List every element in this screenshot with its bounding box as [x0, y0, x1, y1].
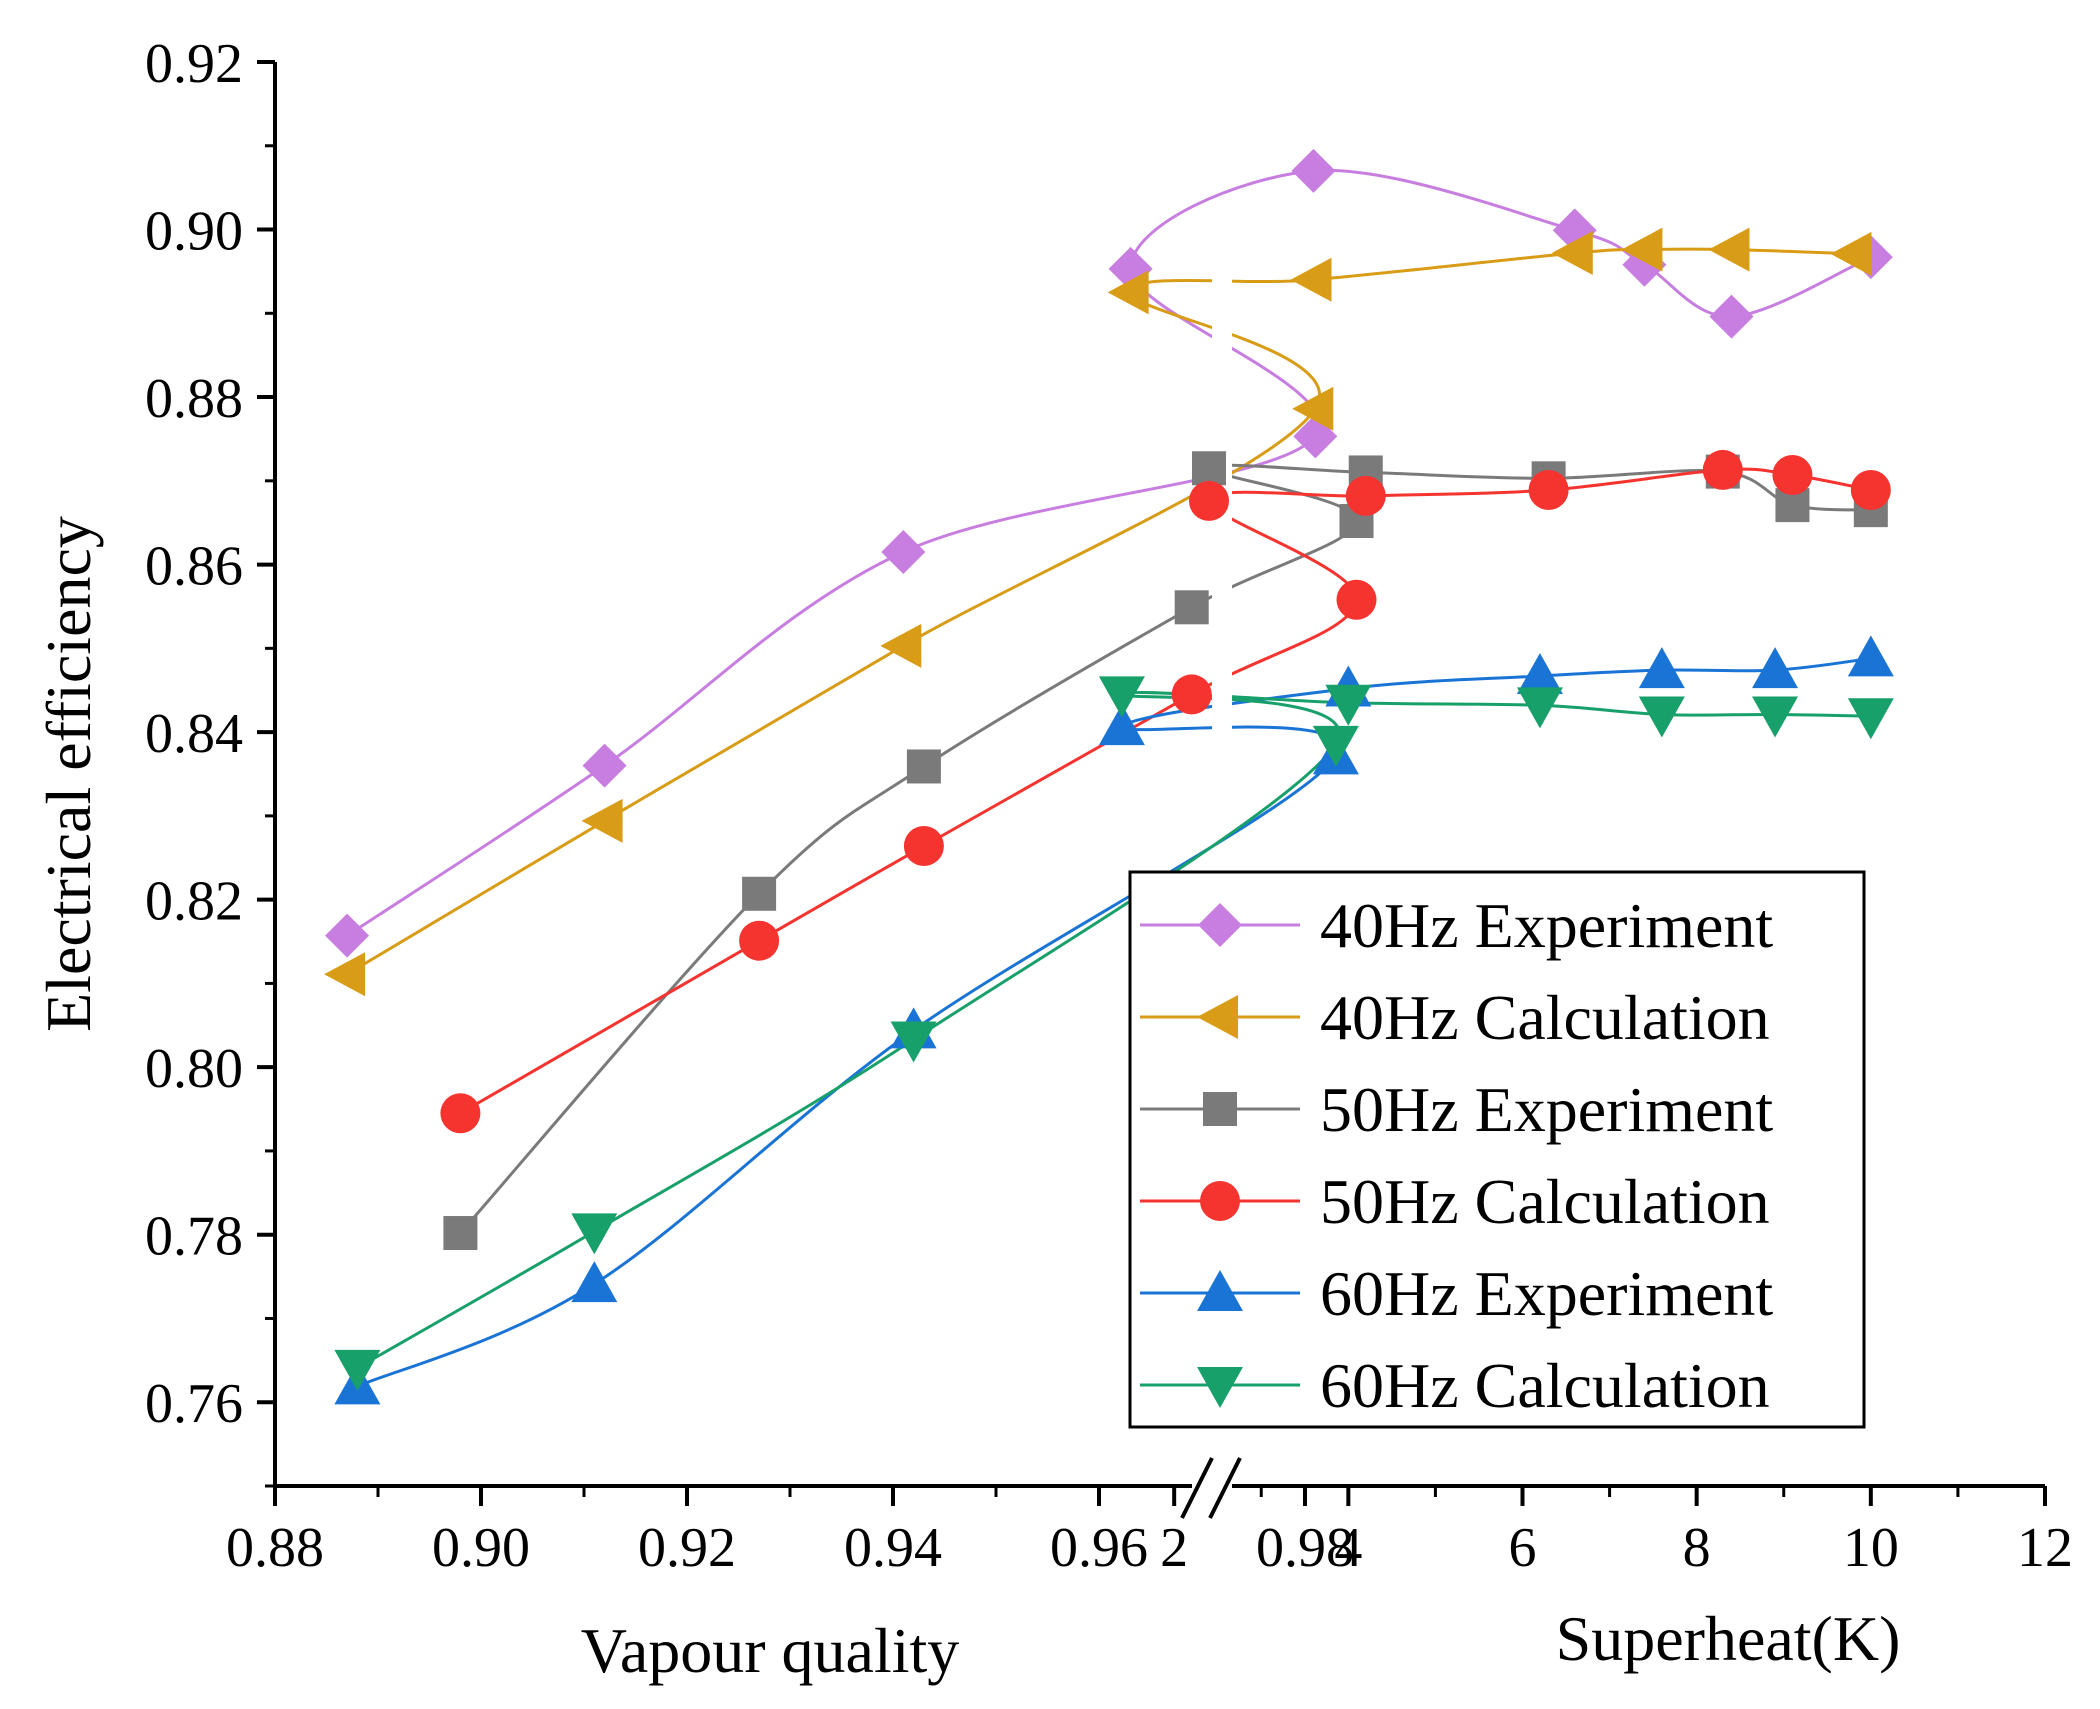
data-point-50hz-calculation: [739, 920, 780, 961]
data-point-50hz-experiment: [1174, 590, 1209, 625]
series-markers: [324, 148, 1894, 1405]
legend-box: [1128, 870, 1866, 1429]
data-point-50hz-calculation: [903, 826, 944, 867]
axis-break-mark: [1180, 1457, 1214, 1519]
legend-marker-60hz-calculation: [1197, 1367, 1243, 1408]
data-point-50hz-calculation: [440, 1093, 481, 1134]
data-point-40hz-experiment: [325, 913, 370, 958]
data-point-40hz-calculation: [1621, 227, 1663, 272]
data-point-50hz-calculation: [1772, 454, 1813, 495]
data-point-40hz-experiment: [881, 530, 926, 575]
data-point-60hz-experiment: [1847, 635, 1894, 677]
data-point-50hz-calculation: [1850, 470, 1891, 511]
data-point-60hz-calculation: [1098, 676, 1145, 718]
data-point-40hz-experiment: [582, 743, 627, 788]
data-point-40hz-calculation: [880, 623, 922, 668]
y-tick-label: 0.90: [145, 201, 243, 263]
x-left-tick-label: 0.88: [226, 1517, 324, 1579]
legend-label-40hz-calculation: 40Hz Calculation: [1320, 982, 1770, 1053]
series-markers-60hz-calculation: [334, 676, 1894, 1391]
legend-label-60hz-experiment: 60Hz Experiment: [1320, 1258, 1773, 1329]
y-axis-title: Electrical efficiency: [33, 516, 104, 1032]
legend-label-50hz-experiment: 50Hz Experiment: [1320, 1074, 1773, 1145]
data-point-40hz-calculation: [1551, 230, 1593, 275]
series-line-40hz-calculation: [346, 247, 1854, 976]
x-right-tick-label: 6: [1509, 1517, 1537, 1579]
y-tick-label: 0.84: [145, 703, 243, 765]
data-point-60hz-calculation: [1638, 696, 1685, 738]
data-point-40hz-experiment: [1709, 294, 1754, 339]
x-left-tick-label: 0.92: [638, 1517, 736, 1579]
data-point-60hz-calculation: [1516, 687, 1563, 729]
data-point-60hz-experiment: [1752, 647, 1799, 689]
data-point-60hz-experiment: [1098, 704, 1145, 746]
legend-marker-60hz-experiment: [1197, 1270, 1243, 1311]
data-point-60hz-experiment: [1638, 647, 1685, 689]
data-point-40hz-calculation: [1830, 231, 1872, 276]
legend-marker-50hz-calculation: [1200, 1181, 1240, 1221]
data-point-40hz-calculation: [1708, 227, 1750, 272]
data-point-60hz-calculation: [1847, 698, 1894, 740]
y-tick-label: 0.86: [145, 536, 243, 598]
x-right-tick-label: 10: [1843, 1517, 1899, 1579]
y-tick-label: 0.82: [145, 871, 243, 933]
data-point-60hz-calculation: [1312, 725, 1359, 767]
y-tick-label: 0.78: [145, 1206, 243, 1268]
legend-marker-40hz-experiment: [1198, 903, 1242, 947]
data-point-40hz-calculation: [1290, 257, 1332, 302]
data-point-50hz-experiment: [742, 876, 777, 911]
data-point-50hz-experiment: [906, 749, 941, 784]
x-left-tick-label: 0.90: [432, 1517, 530, 1579]
data-point-50hz-calculation: [1702, 449, 1743, 490]
y-tick-label: 0.76: [145, 1373, 243, 1435]
x-axis-title-right: Superheat(K): [1556, 1603, 1901, 1674]
data-point-50hz-calculation: [1189, 480, 1229, 521]
data-point-40hz-calculation: [1107, 270, 1149, 315]
axis-break-mark: [1208, 1457, 1242, 1519]
axes: 0.76 0.78 0.80 0.82 0.84 0.86 0.88 0.90 0.92 0.88…: [33, 33, 2073, 1686]
series-line-50hz-calculation: [459, 467, 1872, 1115]
data-point-50hz-experiment: [443, 1216, 478, 1251]
x-left-tick-label: 0.96: [1050, 1517, 1148, 1579]
y-tick-label: 0.88: [145, 368, 243, 430]
legend-label-60hz-calculation: 60Hz Calculation: [1320, 1350, 1770, 1421]
series-markers-50hz-calculation: [440, 449, 1891, 1134]
y-tick-label: 0.92: [145, 33, 243, 95]
data-point-60hz-experiment: [1516, 652, 1563, 694]
data-point-40hz-experiment: [1291, 148, 1336, 193]
data-point-40hz-calculation: [581, 798, 623, 843]
series-markers-40hz-experiment: [325, 148, 1893, 958]
x-axis-title-left: Vapour quality: [581, 1615, 960, 1686]
data-point-60hz-calculation: [1752, 696, 1799, 738]
legend-marker-50hz-experiment: [1203, 1092, 1237, 1126]
data-point-60hz-calculation: [571, 1213, 618, 1255]
x-right-tick-label: 4: [1334, 1517, 1362, 1579]
data-point-60hz-calculation: [334, 1349, 381, 1391]
x-left-tick-label: 0.94: [844, 1517, 942, 1579]
x-right-tick-label: 12: [2017, 1517, 2073, 1579]
legend-marker-40hz-calculation: [1197, 995, 1238, 1039]
legend: 40Hz Experiment 40Hz Calculation 50Hz Expe…: [1128, 870, 1866, 1429]
data-point-40hz-calculation: [1292, 386, 1334, 431]
data-point-50hz-calculation: [1345, 475, 1386, 516]
data-point-50hz-calculation: [1171, 674, 1212, 715]
series-markers-40hz-calculation: [324, 227, 1872, 997]
data-point-60hz-experiment: [571, 1261, 618, 1303]
data-point-40hz-experiment: [1622, 242, 1667, 287]
x-right-tick-label: 8: [1683, 1517, 1711, 1579]
data-point-50hz-calculation: [1528, 470, 1569, 511]
y-tick-label: 0.80: [145, 1038, 243, 1100]
data-point-60hz-calculation: [890, 1021, 937, 1063]
legend-label-40hz-experiment: 40Hz Experiment: [1320, 890, 1773, 961]
legend-label-50hz-calculation: 50Hz Calculation: [1320, 1166, 1770, 1237]
x-right-tick-label: 2: [1160, 1517, 1188, 1579]
data-point-50hz-experiment: [1192, 451, 1226, 486]
data-point-40hz-calculation: [324, 952, 366, 997]
data-point-60hz-calculation: [1325, 684, 1372, 726]
x-left-tick-label: 0.98: [1256, 1517, 1354, 1579]
data-point-50hz-calculation: [1336, 579, 1377, 620]
series-line-40hz-experiment: [346, 168, 1872, 937]
